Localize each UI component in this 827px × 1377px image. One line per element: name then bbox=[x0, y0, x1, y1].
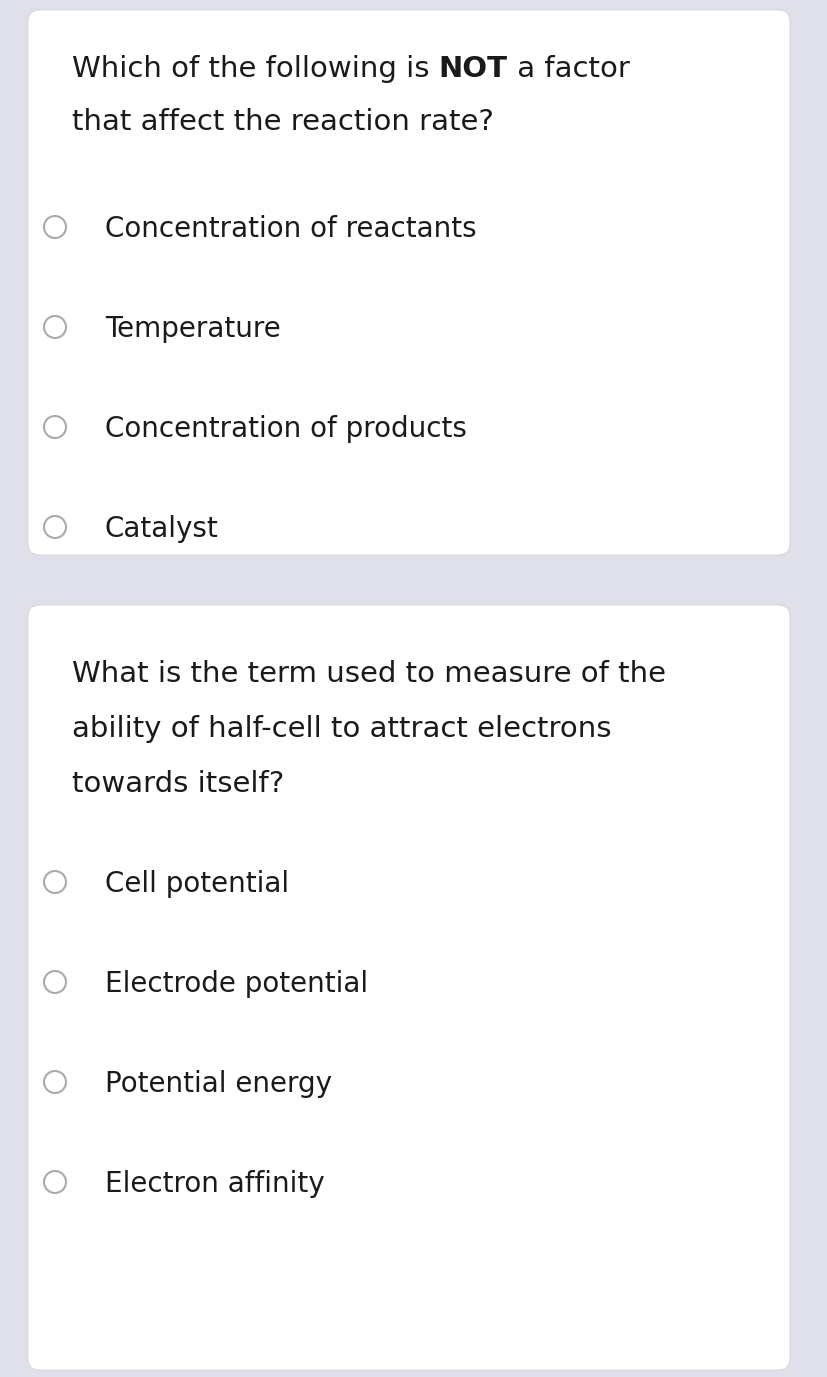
Text: Which of the following is: Which of the following is bbox=[72, 55, 438, 83]
Text: Electrode potential: Electrode potential bbox=[105, 969, 368, 998]
Text: Electron affinity: Electron affinity bbox=[105, 1170, 324, 1198]
FancyBboxPatch shape bbox=[28, 605, 789, 1370]
Text: towards itself?: towards itself? bbox=[72, 770, 284, 799]
Text: that affect the reaction rate?: that affect the reaction rate? bbox=[72, 107, 493, 136]
Text: What is the term used to measure of the: What is the term used to measure of the bbox=[72, 660, 665, 688]
Text: Temperature: Temperature bbox=[105, 315, 280, 343]
Text: Concentration of products: Concentration of products bbox=[105, 414, 466, 443]
Text: NOT: NOT bbox=[438, 55, 507, 83]
Text: Catalyst: Catalyst bbox=[105, 515, 218, 543]
Text: Cell potential: Cell potential bbox=[105, 870, 289, 898]
Text: a factor: a factor bbox=[507, 55, 629, 83]
Text: Concentration of reactants: Concentration of reactants bbox=[105, 215, 476, 242]
Text: ability of half-cell to attract electrons: ability of half-cell to attract electron… bbox=[72, 715, 611, 744]
FancyBboxPatch shape bbox=[28, 10, 789, 555]
Text: Potential energy: Potential energy bbox=[105, 1070, 332, 1097]
